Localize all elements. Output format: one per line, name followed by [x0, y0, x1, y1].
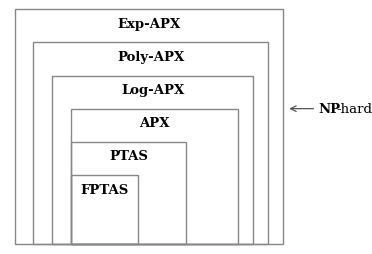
Text: APX: APX: [139, 117, 170, 130]
Text: -hard: -hard: [336, 103, 372, 116]
Text: Log-APX: Log-APX: [121, 84, 184, 97]
Text: FPTAS: FPTAS: [80, 183, 128, 196]
Text: Exp-APX: Exp-APX: [117, 18, 180, 31]
Text: PTAS: PTAS: [109, 150, 148, 163]
Bar: [71, 142, 186, 244]
Bar: [15, 10, 283, 244]
Text: Poly-APX: Poly-APX: [117, 51, 184, 64]
Bar: [52, 76, 253, 244]
Bar: [71, 175, 138, 244]
Bar: [33, 43, 268, 244]
Text: NP: NP: [318, 103, 340, 116]
Bar: [71, 109, 238, 244]
